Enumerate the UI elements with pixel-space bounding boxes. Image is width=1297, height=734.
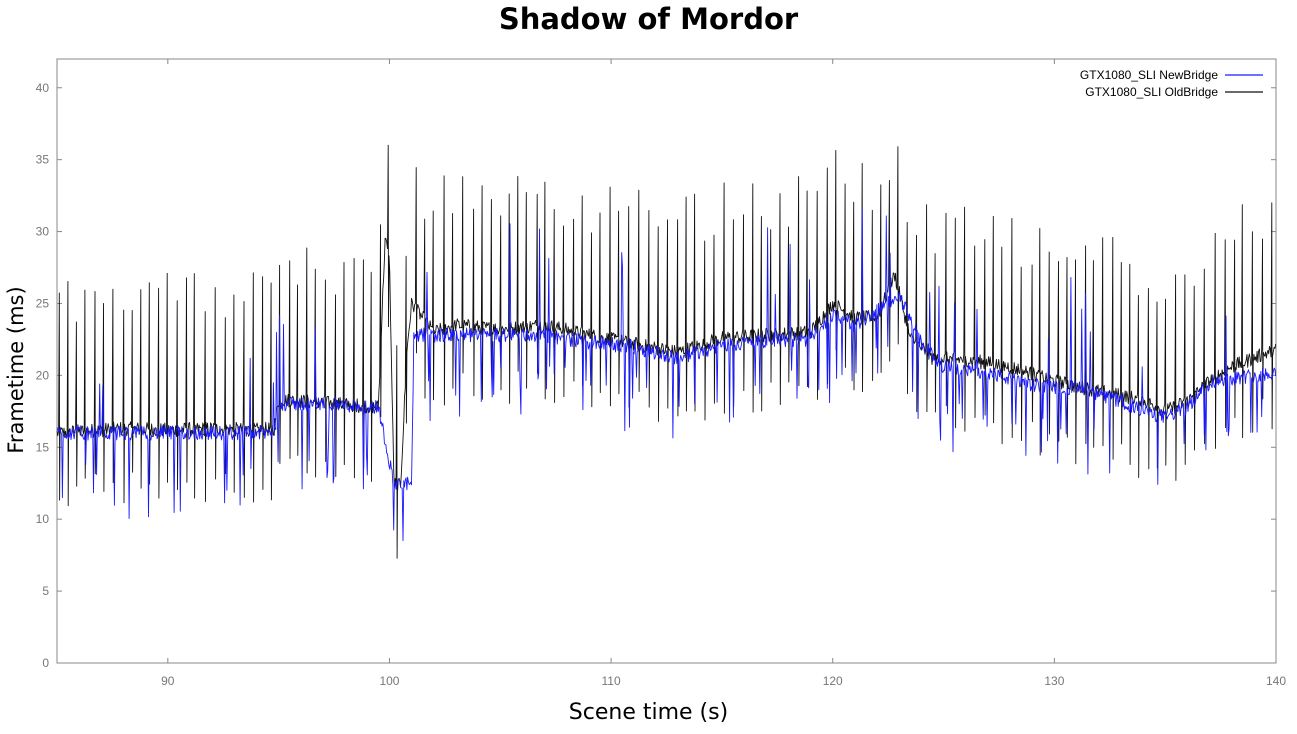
- x-tick-label: 120: [823, 674, 843, 688]
- y-tick-label: 40: [36, 81, 50, 95]
- y-tick-label: 5: [42, 584, 49, 598]
- y-tick-label: 10: [36, 512, 50, 526]
- x-tick-label: 110: [602, 674, 621, 688]
- x-axis-label: Scene time (s): [568, 700, 729, 725]
- y-tick-label: 30: [36, 225, 50, 239]
- series-line-newbridge: [56, 208, 1277, 542]
- series-line-oldbridge: [56, 144, 1277, 559]
- y-tick-label: 15: [36, 440, 50, 454]
- chart-title: Shadow of Mordor: [498, 2, 799, 36]
- plot-area: [56, 58, 1277, 664]
- y-tick-label: 20: [36, 368, 50, 382]
- x-tick-label: 100: [379, 674, 399, 688]
- y-tick-label: 25: [36, 296, 50, 310]
- legend-label: GTX1080_SLI OldBridge: [1085, 85, 1218, 99]
- y-tick-label: 35: [36, 153, 50, 167]
- x-tick-label: 140: [1266, 674, 1286, 688]
- y-axis-label: Frametime (ms): [4, 286, 28, 454]
- x-tick-label: 90: [161, 674, 175, 688]
- legend-label: GTX1080_SLI NewBridge: [1080, 68, 1218, 82]
- y-tick-label: 0: [42, 656, 49, 670]
- x-tick-label: 130: [1044, 674, 1064, 688]
